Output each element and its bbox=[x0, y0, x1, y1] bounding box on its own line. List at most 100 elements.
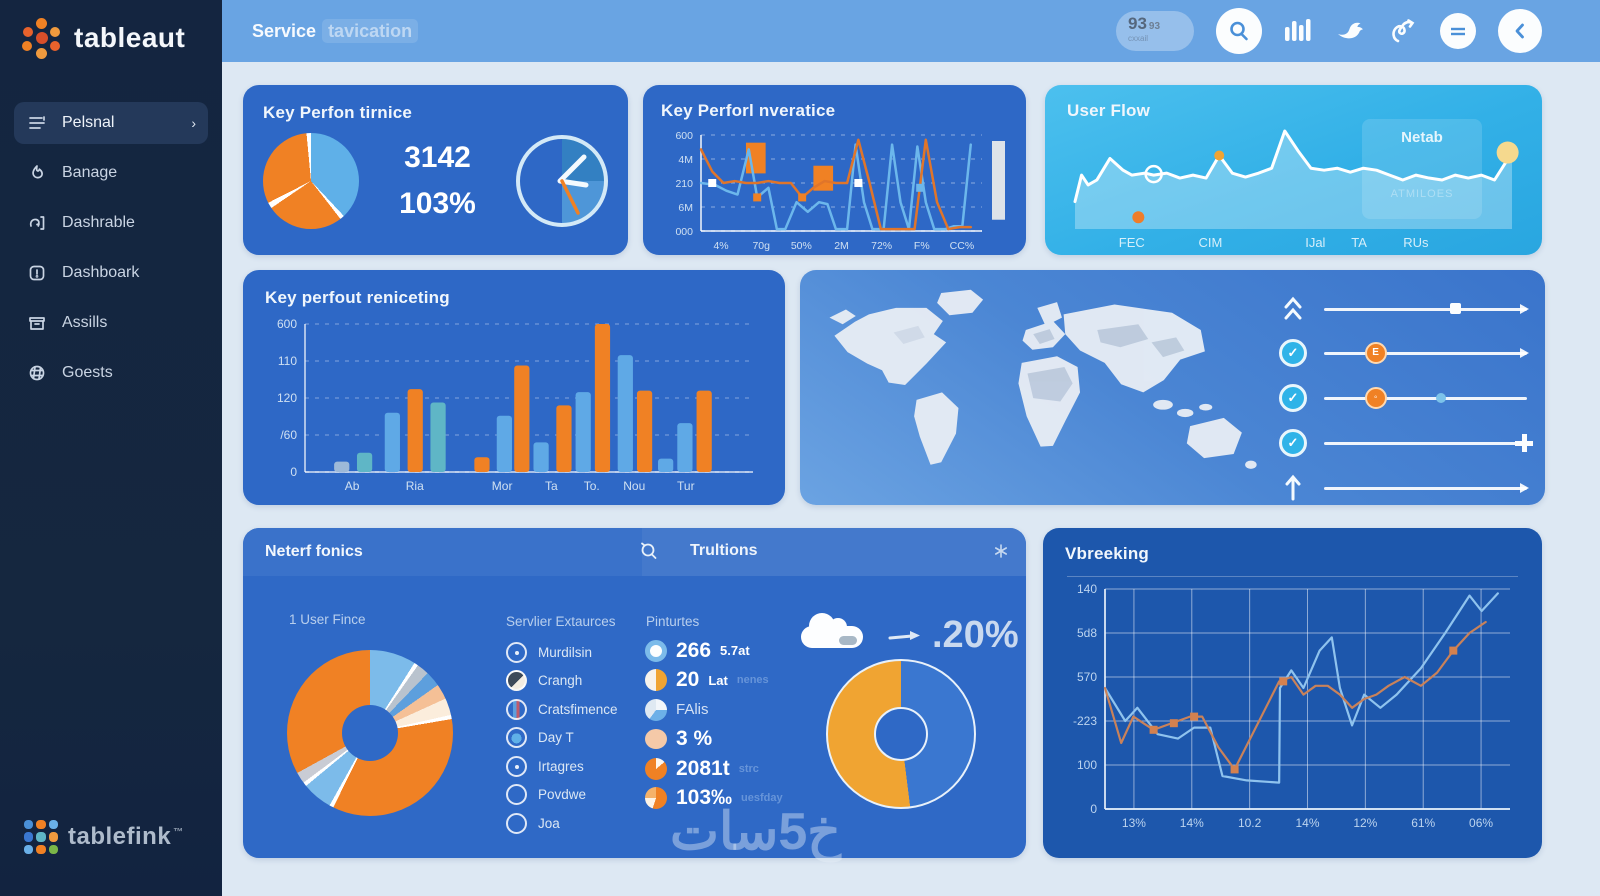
bar-chart-icon bbox=[1285, 19, 1311, 41]
svg-text:Ria: Ria bbox=[406, 479, 424, 493]
slider-track[interactable] bbox=[1324, 433, 1533, 452]
asterisk-icon[interactable] bbox=[994, 544, 1008, 563]
kpi-line-chart: 600 4M 210 6M 000 4% 70g 50% 2M 72% F% CC% bbox=[675, 130, 1005, 252]
control-row bbox=[1278, 474, 1529, 502]
redo-bracket-icon bbox=[26, 212, 48, 234]
slider-badge-pin[interactable]: ◦ bbox=[1364, 386, 1387, 409]
card-vbreeking: Vbreeking 140 5d8 570 -223 100 0 13% 14% 10.2 14%… bbox=[1043, 528, 1542, 858]
metric-row: FAlis bbox=[645, 695, 783, 725]
swirl-arrow-button[interactable] bbox=[1388, 17, 1418, 45]
tab-trultions[interactable]: Trultions bbox=[690, 542, 758, 559]
trend-value: .20% bbox=[932, 614, 1019, 656]
svg-text:CC%: CC% bbox=[950, 240, 975, 252]
check-badge-icon: ✓ bbox=[1278, 429, 1308, 457]
svg-text:14%: 14% bbox=[1180, 816, 1204, 830]
svg-text:110: 110 bbox=[278, 354, 297, 368]
metric-pie-icon bbox=[645, 787, 667, 810]
user-flow-area-chart: FEC CIM IJal TA RUs bbox=[1073, 129, 1519, 250]
plus-handle-icon[interactable] bbox=[1515, 433, 1533, 452]
bird-share-button[interactable] bbox=[1336, 19, 1366, 43]
score-badge[interactable]: 93 93 cxxail bbox=[1116, 11, 1194, 51]
menu-disc-button[interactable] bbox=[1440, 13, 1476, 49]
metric-pie-icon bbox=[645, 669, 667, 692]
sidebar-item-dashrable[interactable]: Dashrable bbox=[14, 202, 208, 244]
card-key-performance-2: Key Perforl nveratice 600 4M 210 6M 000 4% 70g… bbox=[643, 85, 1026, 255]
card-title: Key Perforl nveratice bbox=[661, 101, 836, 120]
slider-track[interactable]: E bbox=[1324, 341, 1529, 364]
footer-brand[interactable]: tablefink ™ bbox=[24, 820, 184, 854]
slider-badge-e[interactable]: E bbox=[1364, 341, 1387, 364]
check-badge-icon: ✓ bbox=[1278, 339, 1308, 367]
sidebar-item-banage[interactable]: Banage bbox=[14, 152, 208, 194]
brand[interactable]: tableaut bbox=[0, 0, 222, 59]
topbar-actions: 93 93 cxxail bbox=[1116, 8, 1570, 54]
magnifier-tab-icon[interactable] bbox=[638, 541, 660, 568]
svg-text:/60: /60 bbox=[280, 428, 297, 442]
slider-track[interactable] bbox=[1324, 482, 1529, 493]
svg-text:CIM: CIM bbox=[1199, 235, 1223, 250]
resources-list: Murdilsin Crangh Cratsfimence Day T Irta… bbox=[506, 638, 618, 838]
sidebar-item-label: Pelsnal bbox=[62, 114, 115, 131]
sidebar-item-goests[interactable]: Goests bbox=[14, 352, 208, 394]
page-title-primary: Service bbox=[252, 20, 317, 41]
svg-text:72%: 72% bbox=[871, 240, 892, 252]
sidebar-item-dashboark[interactable]: Dashboark bbox=[14, 252, 208, 294]
tab-neterf-fonics[interactable]: Neterf fonics bbox=[265, 543, 363, 560]
control-row: ✓ E bbox=[1278, 339, 1529, 367]
card-bar-chart: Key perfout reniceting 600 110 120/60 0 Ab Ri… bbox=[243, 270, 785, 505]
bird-icon bbox=[1338, 22, 1363, 39]
list-item: Joa bbox=[506, 809, 618, 838]
metric-row: 20 Lat nenes bbox=[645, 666, 783, 696]
svg-text:12%: 12% bbox=[1353, 816, 1377, 830]
slider-track[interactable]: ◦ bbox=[1324, 386, 1527, 409]
list-item: Murdilsin bbox=[506, 638, 618, 667]
cloud-icon bbox=[801, 613, 863, 648]
card-breakdown: Neterf fonics Trultions 1 User Fince Ser… bbox=[243, 528, 1026, 858]
sidebar-item-label: Assills bbox=[62, 314, 108, 331]
split-donut-chart bbox=[826, 659, 976, 809]
check-badge-icon: ✓ bbox=[1278, 384, 1308, 412]
sidebar-item-pelsnal[interactable]: Pelsnal › bbox=[14, 102, 208, 144]
breakdown-tab-bar: Neterf fonics Trultions bbox=[243, 528, 1026, 576]
vbreeking-line-chart: 140 5d8 570 -223 100 0 13% 14% 10.2 14% 12% 61% 06% bbox=[1073, 582, 1510, 830]
slider-dot[interactable] bbox=[1435, 392, 1446, 403]
svg-text:F%: F% bbox=[914, 240, 930, 252]
sidebar-item-assills[interactable]: Assills bbox=[14, 302, 208, 344]
svg-text:TA: TA bbox=[1351, 235, 1367, 250]
svg-text:4M: 4M bbox=[678, 154, 693, 166]
patterned-globe-icon bbox=[26, 362, 48, 384]
divider bbox=[1067, 576, 1518, 577]
tooltip-title: Netab bbox=[1401, 129, 1443, 146]
collapse-button[interactable] bbox=[1498, 9, 1542, 53]
chart-tooltip: Netab ATMILOES bbox=[1362, 119, 1482, 219]
kpi-pie-chart bbox=[263, 133, 359, 229]
list-item: Day T bbox=[506, 724, 618, 753]
chevron-right-icon: › bbox=[191, 115, 196, 131]
kpi-values: 3142 103% bbox=[367, 135, 508, 228]
metric-pie-icon bbox=[645, 698, 667, 721]
slider-track[interactable] bbox=[1324, 302, 1529, 314]
users-donut-chart bbox=[287, 650, 453, 816]
sidebar-item-label: Goests bbox=[62, 364, 113, 381]
control-row bbox=[1278, 296, 1529, 322]
svg-text:14%: 14% bbox=[1295, 816, 1319, 830]
trend-arrow-icon bbox=[888, 630, 920, 640]
trend-indicator: .20% bbox=[888, 614, 1019, 657]
card-world-map: ✓ E ✓ ◦ ✓ bbox=[800, 270, 1545, 505]
score-badge-value: 93 bbox=[1128, 14, 1147, 33]
brand-logo-icon bbox=[22, 18, 62, 59]
svg-text:600: 600 bbox=[277, 317, 297, 331]
search-button[interactable] bbox=[1216, 8, 1262, 54]
svg-text:Nou: Nou bbox=[623, 479, 645, 493]
column-header-resources: Servlier Extaurces bbox=[506, 614, 616, 629]
list-item: Povdwe bbox=[506, 781, 618, 810]
slider-handle-square[interactable] bbox=[1449, 302, 1461, 314]
svg-text:To.: To. bbox=[584, 479, 600, 493]
svg-text:-223: -223 bbox=[1073, 714, 1097, 728]
svg-text:000: 000 bbox=[675, 226, 693, 238]
svg-text:IJal: IJal bbox=[1305, 235, 1325, 250]
bar-chart-button[interactable] bbox=[1284, 18, 1314, 44]
svg-text:6M: 6M bbox=[678, 202, 693, 214]
svg-text:06%: 06% bbox=[1469, 816, 1493, 830]
legend-ring-icon bbox=[506, 784, 527, 806]
